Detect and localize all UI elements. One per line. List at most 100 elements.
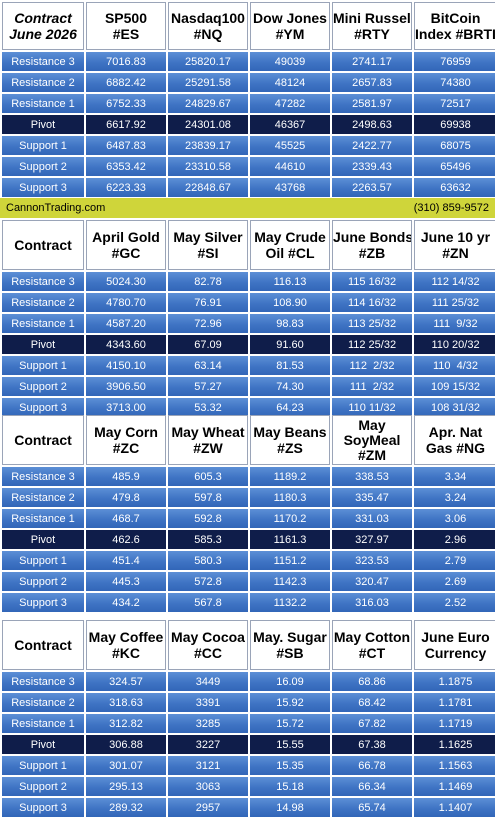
contract-header-line1: Contract — [14, 637, 72, 653]
level-row: Resistance 3 324.57 3449 16.09 68.86 1.1875 — [2, 672, 495, 691]
level-value: 6882.42 — [86, 73, 166, 92]
contract-name-line1: Mini Russell — [333, 10, 412, 26]
contract-name-line2: Gas #NG — [425, 440, 486, 456]
level-value: 451.4 — [86, 551, 166, 570]
level-row: Support 1 451.4 580.3 1151.2 323.53 2.79 — [2, 551, 495, 570]
level-value: 15.55 — [250, 735, 330, 754]
level-value: 327.97 — [332, 530, 412, 549]
contract-name-line1: May Wheat — [171, 424, 245, 440]
row-label: Support 1 — [2, 356, 84, 375]
level-row: Resistance 2 4780.70 76.91 108.90 114 16/32 1… — [2, 293, 495, 312]
level-row: Resistance 1 468.7 592.8 1170.2 331.03 3.06 — [2, 509, 495, 528]
level-value: 3121 — [168, 756, 248, 775]
header-row: Contract June 2026 SP500 #ES Nasdaq100 #NQ Dow… — [2, 2, 495, 50]
level-value: 67.82 — [332, 714, 412, 733]
level-row: Resistance 2 479.8 597.8 1180.3 335.47 3.24 — [2, 488, 495, 507]
level-value: 91.60 — [250, 335, 330, 354]
level-value: 23310.58 — [168, 157, 248, 176]
level-value: 3.06 — [414, 509, 495, 528]
contract-name: Mini Russell #RTY — [332, 2, 412, 50]
level-value: 116.13 — [250, 272, 330, 291]
header-row: Contract April Gold #GC May Silver #SI May Cr… — [2, 220, 495, 270]
level-value: 48124 — [250, 73, 330, 92]
pivot-row: Pivot 4343.60 67.09 91.60 112 25/32 110 20/32 — [2, 335, 495, 354]
level-value: 1.1875 — [414, 672, 495, 691]
level-value: 597.8 — [168, 488, 248, 507]
level-value: 6752.33 — [86, 94, 166, 113]
level-value: 605.3 — [168, 467, 248, 486]
row-label: Support 2 — [2, 377, 84, 396]
row-label: Resistance 1 — [2, 314, 84, 333]
row-label: Support 1 — [2, 136, 84, 155]
banner-site[interactable]: CannonTrading.com — [6, 202, 106, 214]
contract-name: Apr. Nat Gas #NG — [414, 415, 495, 465]
level-value: 2657.83 — [332, 73, 412, 92]
level-row: Support 1 6487.83 23839.17 45525 2422.77 6807… — [2, 136, 495, 155]
level-value: 306.88 — [86, 735, 166, 754]
level-value: 15.92 — [250, 693, 330, 712]
level-value: 53.32 — [168, 398, 248, 417]
contract-name-line1: May Silver — [173, 229, 243, 245]
level-value: 63.14 — [168, 356, 248, 375]
level-value: 72.96 — [168, 314, 248, 333]
level-value: 4150.10 — [86, 356, 166, 375]
level-value: 23839.17 — [168, 136, 248, 155]
level-value: 312.82 — [86, 714, 166, 733]
contract-name-line1: April Gold — [92, 229, 160, 245]
level-row: Support 3 6223.33 22848.67 43768 2263.57 6363… — [2, 178, 495, 197]
level-row: Support 3 3713.00 53.32 64.23 110 11/32 108 3… — [2, 398, 495, 417]
level-value: 567.8 — [168, 593, 248, 612]
level-value: 67.09 — [168, 335, 248, 354]
row-label: Resistance 2 — [2, 488, 84, 507]
contract-name-line2: #SI — [197, 245, 219, 261]
level-value: 434.2 — [86, 593, 166, 612]
contract-name-line1: May Crude — [254, 229, 326, 245]
contract-name: May SoyMeal #ZM — [332, 415, 412, 465]
contract-name-line1: Dow Jones — [253, 10, 327, 26]
level-value: 301.07 — [86, 756, 166, 775]
level-value: 98.83 — [250, 314, 330, 333]
contract-name-line2: Currency — [424, 645, 487, 661]
level-value: 295.13 — [86, 777, 166, 796]
level-value: 6487.83 — [86, 136, 166, 155]
level-value: 1142.3 — [250, 572, 330, 591]
level-value: 25291.58 — [168, 73, 248, 92]
level-value: 1.1469 — [414, 777, 495, 796]
contract-name-line2: SoyMeal — [343, 431, 401, 448]
pivot-row: Pivot 462.6 585.3 1161.3 327.97 2.96 — [2, 530, 495, 549]
contract-name-line1: May. Sugar — [253, 629, 327, 645]
level-value: 3.24 — [414, 488, 495, 507]
level-value: 1.1781 — [414, 693, 495, 712]
level-value: 3391 — [168, 693, 248, 712]
level-value: 74.30 — [250, 377, 330, 396]
contract-name: May Silver #SI — [168, 220, 248, 270]
contract-name-line2: #KC — [111, 645, 140, 661]
contract-name: May Crude Oil #CL — [250, 220, 330, 270]
row-label: Resistance 3 — [2, 467, 84, 486]
row-label: Resistance 3 — [2, 52, 84, 71]
level-row: Resistance 3 5024.30 82.78 116.13 115 16/32 1… — [2, 272, 495, 291]
level-value: 68.86 — [332, 672, 412, 691]
row-label: Support 2 — [2, 777, 84, 796]
level-value: 2.79 — [414, 551, 495, 570]
level-value: 5024.30 — [86, 272, 166, 291]
level-row: Resistance 2 6882.42 25291.58 48124 2657.83 7… — [2, 73, 495, 92]
level-value: 82.78 — [168, 272, 248, 291]
contract-name-line1: May Beans — [253, 424, 327, 440]
level-value: 46367 — [250, 115, 330, 134]
row-label: Resistance 2 — [2, 293, 84, 312]
contract-name-line1: May — [358, 416, 386, 433]
level-row: Support 2 295.13 3063 15.18 66.34 1.1469 — [2, 777, 495, 796]
level-value: 3285 — [168, 714, 248, 733]
level-value: 110 11/32 — [332, 398, 412, 417]
level-row: Resistance 1 312.82 3285 15.72 67.82 1.1719 — [2, 714, 495, 733]
level-value: 572.8 — [168, 572, 248, 591]
contract-name-line2: Oil #CL — [265, 245, 315, 261]
level-value: 110 20/32 — [414, 335, 495, 354]
level-value: 4343.60 — [86, 335, 166, 354]
row-label: Support 1 — [2, 756, 84, 775]
row-label: Pivot — [2, 335, 84, 354]
level-value: 316.03 — [332, 593, 412, 612]
row-label: Resistance 1 — [2, 509, 84, 528]
level-value: 289.32 — [86, 798, 166, 817]
